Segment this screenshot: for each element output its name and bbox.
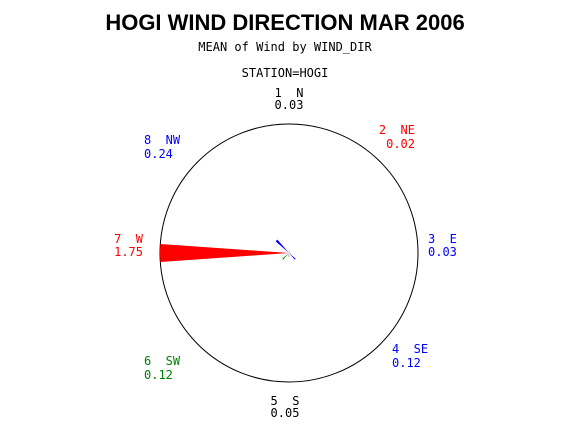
petal-ne bbox=[289, 251, 291, 253]
wind-petals bbox=[159, 239, 296, 262]
direction-value-label: 0.03 bbox=[428, 245, 457, 259]
direction-value-label: 0.03 bbox=[275, 98, 304, 112]
direction-value-label: 0.24 bbox=[144, 147, 173, 161]
direction-label: 7 W bbox=[114, 232, 144, 246]
petal-nw bbox=[275, 239, 289, 253]
direction-label: 3 E bbox=[428, 232, 457, 246]
direction-label: 2 NE bbox=[379, 123, 415, 137]
chart-subtitle: MEAN of Wind by WIND_DIR bbox=[198, 40, 372, 54]
direction-labels: 1 N0.032 NE0.023 E0.034 SE0.125 S0.056 S… bbox=[114, 86, 457, 420]
petal-se bbox=[289, 253, 296, 260]
direction-label: 4 SE bbox=[392, 342, 428, 356]
direction-label: 1 N bbox=[275, 86, 304, 100]
direction-label: 5 S bbox=[271, 394, 300, 408]
direction-value-label: 1.75 bbox=[114, 245, 143, 259]
petal-w bbox=[159, 244, 289, 262]
direction-label: 8 NW bbox=[144, 133, 181, 147]
direction-value-label: 0.12 bbox=[144, 368, 173, 382]
chart-title: HOGI WIND DIRECTION MAR 2006 bbox=[105, 10, 464, 35]
direction-value-label: 0.05 bbox=[271, 406, 300, 420]
petal-s bbox=[288, 253, 290, 257]
direction-value-label: 0.02 bbox=[386, 137, 415, 151]
station-label: STATION=HOGI bbox=[242, 66, 329, 80]
direction-label: 6 SW bbox=[144, 354, 181, 368]
direction-value-label: 0.12 bbox=[392, 356, 421, 370]
petal-sw bbox=[282, 253, 289, 260]
